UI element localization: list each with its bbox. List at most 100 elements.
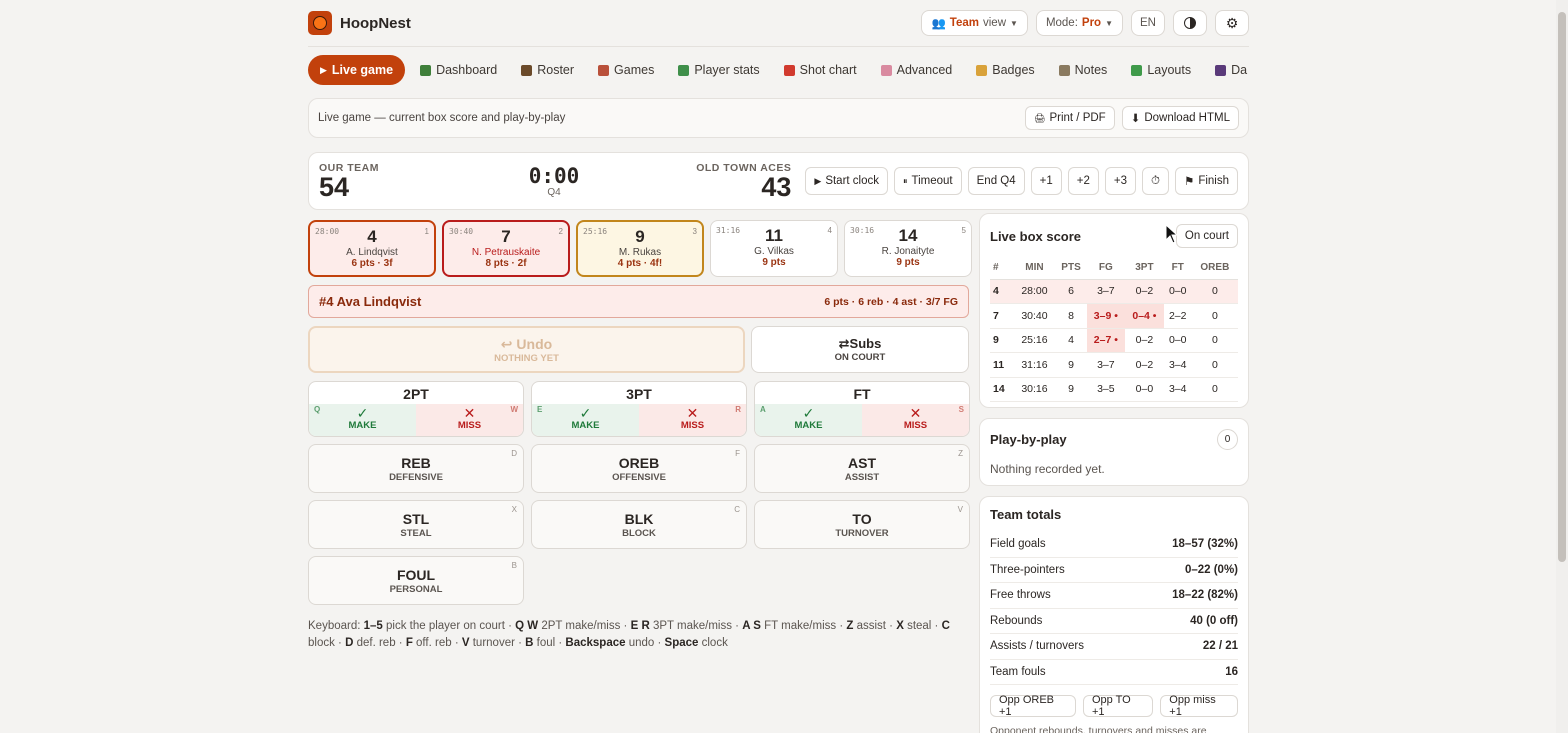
tab-da[interactable]: Da bbox=[1206, 55, 1249, 85]
oreb-button[interactable]: F OREB OFFENSIVE bbox=[531, 444, 747, 493]
player-card[interactable]: 30:16 5 14 R. Jonaityte 9 pts bbox=[844, 220, 972, 277]
foul-button[interactable]: B FOUL PERSONAL bbox=[308, 556, 524, 605]
table-cell: 0 bbox=[1191, 377, 1238, 402]
finish-button[interactable]: ⚑ Finish bbox=[1175, 167, 1238, 195]
on-court-toggle[interactable]: On court bbox=[1175, 224, 1238, 248]
to-button[interactable]: V TO TURNOVER bbox=[754, 500, 970, 549]
player-card[interactable]: 31:16 4 11 G. Vilkas 9 pts bbox=[710, 220, 838, 277]
mode-select[interactable]: Mode: Pro ▼ bbox=[1035, 10, 1123, 36]
tab-layouts[interactable]: Layouts bbox=[1122, 55, 1200, 85]
tab-label: Shot chart bbox=[799, 63, 857, 77]
timeout-label: Timeout bbox=[911, 175, 953, 187]
caret-down-icon: ▼ bbox=[1105, 18, 1113, 28]
opp-to-button[interactable]: Opp TO +1 bbox=[1082, 694, 1154, 718]
start-clock-button[interactable]: ▶ Start clock bbox=[805, 167, 888, 195]
ast-button[interactable]: Z AST ASSIST bbox=[754, 444, 970, 493]
brand[interactable]: HoopNest bbox=[308, 11, 411, 35]
table-cell: 0–2 bbox=[1125, 328, 1164, 353]
player-name: G. Vilkas bbox=[754, 246, 794, 257]
help-text: block · bbox=[308, 637, 346, 649]
totals-value: 22 / 21 bbox=[1202, 640, 1238, 653]
player-minutes: 25:16 bbox=[583, 227, 608, 236]
shot-title: FT bbox=[853, 386, 871, 402]
timer-button[interactable]: ⏱ bbox=[1142, 167, 1169, 195]
tab-player-stats[interactable]: Player stats bbox=[669, 55, 768, 85]
shortcut-key: D bbox=[511, 449, 517, 458]
download-button[interactable]: ⬇ Download HTML bbox=[1121, 106, 1239, 130]
tab-dashboard[interactable]: Dashboard bbox=[411, 55, 506, 85]
make-label: MAKE bbox=[348, 420, 377, 431]
make-label: MAKE bbox=[571, 420, 600, 431]
player-slot: 4 bbox=[827, 226, 832, 235]
player-minutes: 30:16 bbox=[850, 226, 875, 235]
tab-label: Da bbox=[1231, 63, 1248, 77]
tab-shot-chart[interactable]: Shot chart bbox=[775, 55, 866, 85]
player-card[interactable]: 25:16 3 9 M. Rukas 4 pts · 4f! bbox=[576, 220, 704, 277]
bar-chart-icon bbox=[420, 64, 432, 76]
totals-label: Rebounds bbox=[990, 614, 1043, 627]
table-cell: 0–4 • bbox=[1125, 303, 1164, 329]
opp-plus-3-button[interactable]: +3 bbox=[1104, 167, 1137, 195]
help-text: def. reb · bbox=[353, 637, 406, 649]
player-card[interactable]: 30:40 2 7 N. Petrauskaite 8 pts · 2f bbox=[442, 220, 570, 277]
table-cell: 0–0 bbox=[1163, 279, 1192, 304]
subs-button[interactable]: ⇄Subs ON COURT bbox=[751, 326, 969, 373]
table-cell: 30:40 bbox=[1013, 303, 1056, 329]
opp-oreb-button[interactable]: Opp OREB +1 bbox=[990, 694, 1076, 718]
miss-label: MISS bbox=[680, 420, 705, 431]
totals-label: Team fouls bbox=[990, 665, 1046, 678]
table-row[interactable]: 4 28:00 6 3–7 0–2 0–0 0 bbox=[990, 279, 1238, 304]
3pt-miss-button[interactable]: R ✕ MISS bbox=[639, 404, 746, 436]
print-button[interactable]: 🖨 Print / PDF bbox=[1025, 106, 1115, 130]
settings-button[interactable]: ⚙ bbox=[1215, 10, 1249, 36]
timeout-button[interactable]: ⏸ Timeout bbox=[894, 167, 962, 195]
tab-notes[interactable]: Notes bbox=[1050, 55, 1117, 85]
tab-badges[interactable]: Badges bbox=[967, 55, 1043, 85]
tab-advanced[interactable]: Advanced bbox=[872, 55, 962, 85]
player-card[interactable]: 28:00 1 4 A. Lindqvist 6 pts · 3f bbox=[308, 220, 436, 277]
player-slot: 3 bbox=[692, 227, 697, 236]
table-cell: 28:00 bbox=[1013, 279, 1056, 304]
tab-live-game[interactable]: ▶ Live game bbox=[308, 55, 406, 85]
view-select[interactable]: 👥 Team view ▼ bbox=[921, 10, 1028, 36]
theme-toggle[interactable] bbox=[1173, 10, 1207, 36]
tab-label: Roster bbox=[537, 63, 575, 77]
3pt-make-button[interactable]: E ✓ MAKE bbox=[532, 404, 639, 436]
blk-button[interactable]: C BLK BLOCK bbox=[531, 500, 747, 549]
table-row[interactable]: 7 30:40 8 3–9 • 0–4 • 2–2 0 bbox=[990, 303, 1238, 329]
player-number: 11 bbox=[765, 226, 783, 245]
scrollbar-thumb[interactable] bbox=[1558, 12, 1566, 562]
tab-roster[interactable]: Roster bbox=[512, 55, 583, 85]
mouse-cursor-icon bbox=[1165, 224, 1179, 244]
scrollbar[interactable] bbox=[1556, 0, 1568, 733]
shortcut-key: A S bbox=[742, 620, 761, 632]
undo-button[interactable]: ↩ Undo NOTHING YET bbox=[308, 326, 745, 373]
table-row[interactable]: 9 25:16 4 2–7 • 0–2 0–0 0 bbox=[990, 328, 1238, 353]
table-row[interactable]: 11 31:16 9 3–7 0–2 3–4 0 bbox=[990, 352, 1238, 378]
table-row[interactable]: 14 30:16 9 3–5 0–0 3–4 0 bbox=[990, 377, 1238, 402]
stl-button[interactable]: X STL STEAL bbox=[308, 500, 524, 549]
language-button[interactable]: EN bbox=[1131, 10, 1165, 36]
2pt-miss-button[interactable]: W ✕ MISS bbox=[416, 404, 523, 436]
tab-label: Games bbox=[614, 63, 655, 77]
undo-sub: NOTHING YET bbox=[494, 353, 559, 364]
totals-label: Assists / turnovers bbox=[990, 640, 1084, 653]
2pt-make-button[interactable]: Q ✓ MAKE bbox=[309, 404, 416, 436]
opp-miss-button[interactable]: Opp miss +1 bbox=[1160, 694, 1238, 718]
opp-plus-2-button[interactable]: +2 bbox=[1067, 167, 1099, 195]
download-icon: ⬇ bbox=[1130, 113, 1141, 125]
miss-label: MISS bbox=[457, 420, 482, 431]
opp-plus-1-button[interactable]: +1 bbox=[1030, 167, 1062, 195]
player-stats: 4 pts · 4f! bbox=[617, 258, 663, 269]
tab-label: Advanced bbox=[896, 63, 953, 77]
player-name: M. Rukas bbox=[618, 247, 662, 258]
table-cell: 0–0 bbox=[1125, 377, 1164, 402]
end-quarter-button[interactable]: End Q4 bbox=[967, 167, 1025, 195]
help-text: 2PT make/miss · bbox=[538, 620, 631, 632]
tab-games[interactable]: Games bbox=[589, 55, 663, 85]
ft-make-button[interactable]: A ✓ MAKE bbox=[755, 404, 862, 436]
reb-button[interactable]: D REB DEFENSIVE bbox=[308, 444, 524, 493]
ft-miss-button[interactable]: S ✕ MISS bbox=[862, 404, 969, 436]
shortcut-key: B bbox=[511, 561, 517, 570]
people-icon: 👥 bbox=[931, 18, 946, 30]
